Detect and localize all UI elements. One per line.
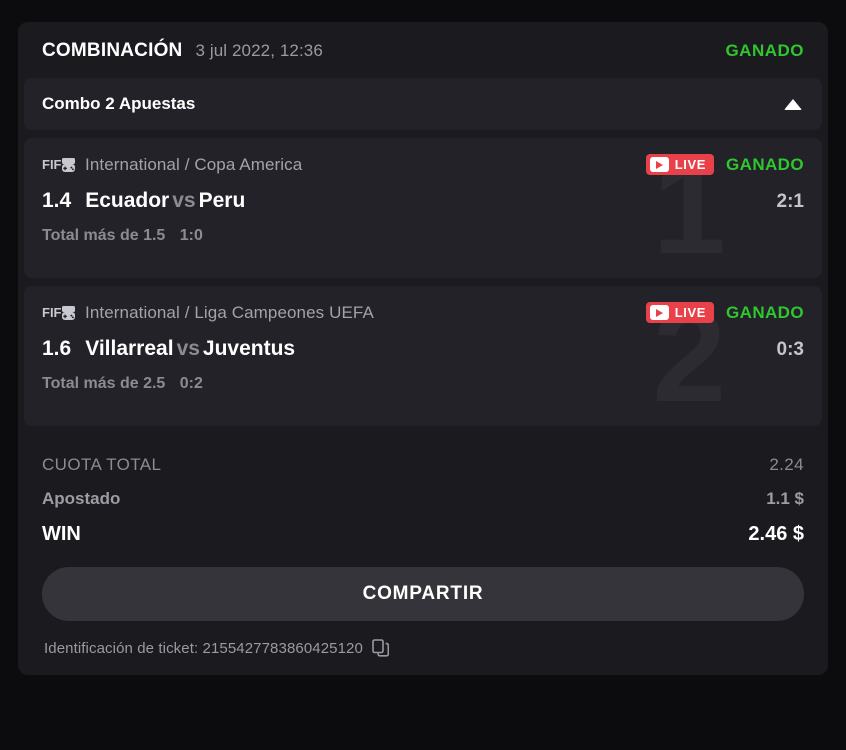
total-odds-row: CUOTA TOTAL 2.24: [42, 448, 804, 482]
live-label: LIVE: [674, 157, 707, 172]
market-name: Total más de 2.5: [42, 375, 166, 392]
bet-odds: 1.4: [42, 189, 72, 212]
fifa-esports-icon: FIF: [42, 155, 76, 175]
ticket-header: COMBINACIÓN 3 jul 2022, 12:36 GANADO: [18, 22, 828, 78]
svg-text:FIF: FIF: [42, 305, 62, 320]
live-badge: LIVE: [645, 302, 715, 323]
bet-status-badge: GANADO: [726, 302, 804, 322]
vs-label: vs: [176, 337, 200, 360]
total-odds-label: CUOTA TOTAL: [42, 455, 162, 474]
away-team: Peru: [198, 189, 246, 212]
win-row: WIN 2.46 $: [42, 516, 804, 553]
vs-label: vs: [172, 189, 196, 212]
share-button[interactable]: COMPARTIR: [42, 567, 804, 621]
away-team: Juventus: [202, 337, 296, 360]
bet-header: FIF International / Liga Campeones UEFA: [42, 302, 804, 323]
bet-odds: 1.6: [42, 337, 72, 360]
win-label: WIN: [42, 523, 81, 545]
bet-market: Total más de 2.5 0:2: [42, 375, 804, 393]
copy-icon[interactable]: [372, 639, 389, 657]
ticket-date: 3 jul 2022, 12:36: [195, 41, 323, 60]
live-badge: LIVE: [645, 154, 715, 175]
live-label: LIVE: [674, 305, 707, 320]
total-odds-value: 2.24: [769, 455, 804, 474]
bet-match: 1.4 Ecuador vs Peru 2:1: [42, 189, 804, 213]
league-name: International / Copa America: [85, 154, 303, 174]
bet-row[interactable]: 1 FIF International / Copa A: [24, 138, 822, 278]
ticket-id-label: Identificación de ticket: 21554277838604…: [44, 639, 363, 657]
market-name: Total más de 1.5: [42, 227, 166, 244]
svg-text:FIF: FIF: [42, 157, 62, 172]
combo-label: Combo 2 Apuestas: [42, 94, 196, 113]
play-icon: [649, 157, 669, 172]
bets-list: 1 FIF International / Copa A: [18, 130, 828, 426]
match-score: 2:1: [776, 191, 804, 212]
bet-header: FIF International / Copa America: [42, 154, 804, 175]
market-score: 0:2: [179, 375, 203, 392]
stake-label: Apostado: [42, 489, 121, 508]
home-team: Villarreal: [85, 337, 174, 360]
home-team: Ecuador: [85, 189, 170, 212]
bet-header-right: LIVE GANADO: [645, 302, 804, 323]
bet-teams: Ecuador vs Peru: [85, 189, 245, 213]
bet-match: 1.6 Villarreal vs Juventus 0:3: [42, 337, 804, 361]
fifa-esports-icon: FIF: [42, 303, 76, 323]
league-name: International / Liga Campeones UEFA: [85, 302, 374, 322]
market-score: 1:0: [179, 227, 203, 244]
ticket-footer: COMPARTIR Identificación de ticket: 2155…: [18, 553, 828, 675]
bet-teams: Villarreal vs Juventus: [85, 337, 295, 361]
stake-row: Apostado 1.1 $: [42, 482, 804, 516]
bet-market: Total más de 1.5 1:0: [42, 227, 804, 245]
page-title: COMBINACIÓN: [42, 40, 183, 61]
status-badge: GANADO: [725, 41, 804, 60]
stake-value: 1.1 $: [766, 489, 804, 508]
bet-header-right: LIVE GANADO: [645, 154, 804, 175]
ticket-id-row: Identificación de ticket: 21554277838604…: [42, 639, 804, 657]
bet-status-badge: GANADO: [726, 154, 804, 174]
summary-section: CUOTA TOTAL 2.24 Apostado 1.1 $ WIN 2.46…: [18, 434, 828, 553]
triangle-up-icon[interactable]: [784, 98, 802, 110]
bet-row[interactable]: 2 FIF International / Liga C: [24, 286, 822, 426]
play-icon: [649, 305, 669, 320]
win-value: 2.46 $: [748, 523, 804, 545]
combo-toggle-bar[interactable]: Combo 2 Apuestas: [24, 78, 822, 130]
match-score: 0:3: [776, 339, 804, 360]
ticket-card: COMBINACIÓN 3 jul 2022, 12:36 GANADO Com…: [18, 22, 828, 675]
